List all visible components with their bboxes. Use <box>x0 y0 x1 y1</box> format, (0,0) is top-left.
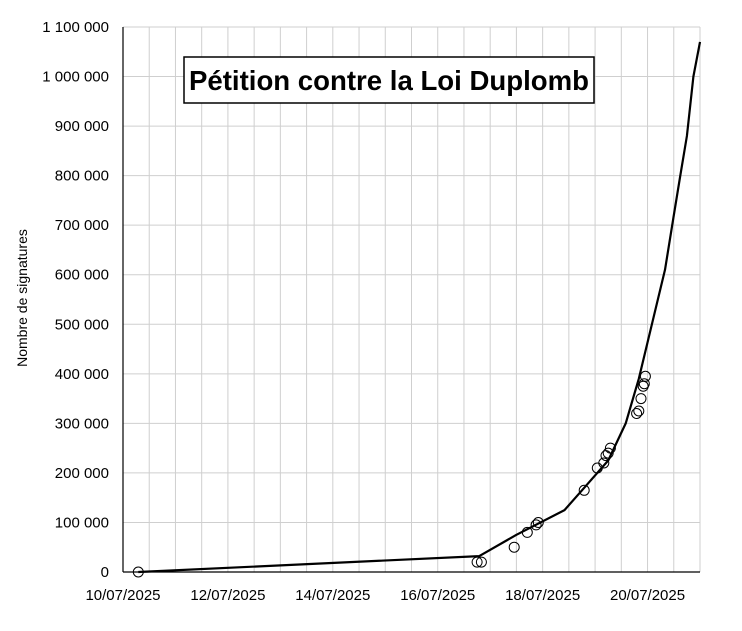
x-tick-label: 20/07/2025 <box>610 587 685 604</box>
signature-line-series <box>138 41 702 574</box>
tick-labels: 0 100 000 200 000 300 000 400 000 500 000 600 … <box>42 19 685 604</box>
y-tick-label: 0 <box>101 564 109 581</box>
chart-title: Pétition contre la Loi Duplomb <box>189 65 589 96</box>
chart-title-box: Pétition contre la Loi Duplomb <box>183 56 595 104</box>
y-tick-label: 400 000 <box>55 366 109 383</box>
data-point-marker <box>530 519 542 531</box>
y-tick-label: 600 000 <box>55 267 109 284</box>
y-tick-label: 300 000 <box>55 415 109 432</box>
data-point-marker <box>635 393 647 405</box>
data-point-marker <box>132 566 144 578</box>
data-point-marker <box>532 517 544 528</box>
y-tick-label: 800 000 <box>55 168 109 185</box>
y-tick-label: 1 100 000 <box>42 19 109 36</box>
data-point-marker <box>639 370 651 382</box>
y-tick-label: 700 000 <box>55 217 109 234</box>
data-point-marker <box>598 457 610 469</box>
data-point-marker <box>521 526 533 538</box>
x-tick-label: 14/07/2025 <box>295 587 370 604</box>
y-axis-label: Nombre de signatures <box>14 229 30 367</box>
data-point-marker <box>633 405 645 417</box>
x-tick-label: 10/07/2025 <box>85 587 160 604</box>
data-point-marker <box>631 408 643 419</box>
signature-marker-series <box>132 370 651 578</box>
y-tick-label: 1 000 000 <box>42 69 109 86</box>
x-tick-label: 12/07/2025 <box>190 587 265 604</box>
x-tick-label: 16/07/2025 <box>400 587 475 604</box>
axes <box>122 27 700 573</box>
y-tick-label: 200 000 <box>55 465 109 482</box>
data-point-marker <box>604 442 616 454</box>
data-point-marker <box>471 556 483 568</box>
signature-line <box>138 41 702 574</box>
y-tick-label: 500 000 <box>55 316 109 333</box>
data-point-marker <box>475 556 487 568</box>
data-point-marker <box>638 378 650 390</box>
grid <box>123 26 701 572</box>
y-tick-label: 900 000 <box>55 118 109 135</box>
data-point-marker <box>602 447 614 459</box>
data-point-marker <box>578 484 590 496</box>
data-point-marker <box>508 541 520 553</box>
title-frame <box>183 56 595 104</box>
x-tick-label: 18/07/2025 <box>505 587 580 604</box>
y-tick-label: 100 000 <box>55 514 109 531</box>
